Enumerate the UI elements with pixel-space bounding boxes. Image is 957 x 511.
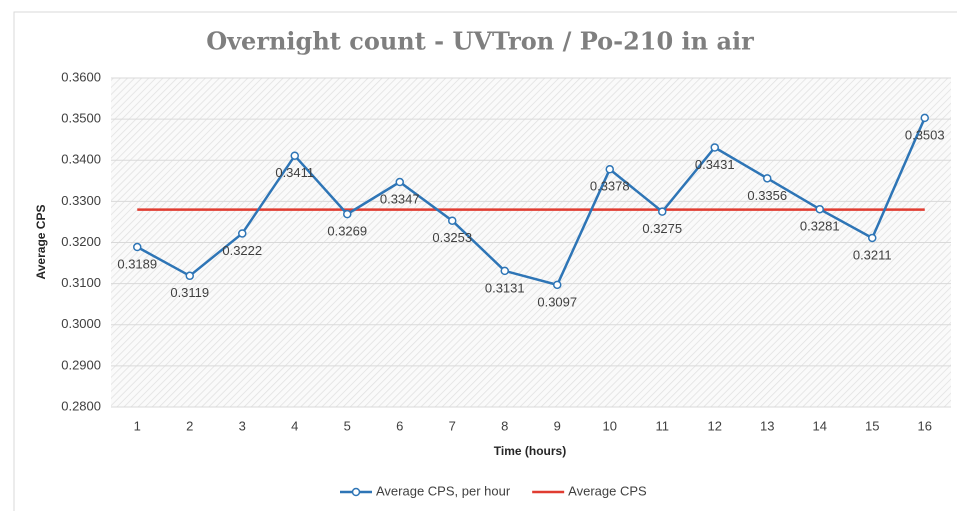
y-tick-label: 0.3000 [61,316,101,331]
data-point [868,233,877,243]
y-tick-label: 0.3400 [61,152,101,167]
data-label: 0.3131 [485,280,525,295]
y-tick-label: 0.3300 [61,193,101,208]
data-point [448,216,457,225]
x-tick-label: 16 [918,418,932,433]
chart-title: Overnight count - UVTron / Po-210 in air [206,27,754,56]
series-line [136,117,926,287]
data-point [815,204,824,214]
legend-label: Average CPS [568,483,647,498]
x-tick-label: 3 [239,418,246,433]
y-tick-label: 0.3200 [61,234,101,249]
data-label: 0.3503 [905,127,945,142]
x-tick-label: 7 [449,418,456,433]
legend-label: Average CPS, per hour [376,483,511,498]
x-tick-label: 9 [554,418,561,433]
y-tick-label: 0.3500 [61,111,101,126]
data-label: 0.3253 [432,230,472,245]
data-label: 0.3269 [327,224,367,239]
data-label: 0.3281 [800,219,840,234]
data-point [605,165,614,174]
data-point [290,151,299,160]
data-label: 0.3119 [170,285,209,300]
y-tick-label: 0.2900 [61,357,101,372]
data-point [185,271,194,281]
x-tick-label: 4 [291,418,298,433]
data-label: 0.3211 [853,247,892,262]
x-tick-label: 2 [186,418,193,433]
data-point [238,229,247,238]
x-tick-label: 8 [501,418,508,433]
data-label: 0.3378 [590,179,630,194]
data-label: 0.3356 [747,188,787,203]
y-tick-label: 0.3600 [61,69,101,84]
data-point [763,174,772,183]
x-tick-label: 6 [396,418,403,433]
y-axis-label: Average CPS [34,205,48,280]
data-label: 0.3097 [537,294,577,309]
x-tick-label: 14 [813,418,827,433]
data-point [553,280,562,290]
data-label: 0.3347 [380,191,420,206]
y-tick-label: 0.3100 [61,275,101,290]
data-point [343,209,352,219]
x-axis-label: Time (hours) [494,444,566,458]
data-label: 0.3431 [695,157,735,172]
data-point [133,242,142,252]
legend-marker [351,487,361,497]
x-tick-label: 10 [603,418,617,433]
data-label: 0.3222 [222,243,262,258]
x-tick-label: 11 [656,418,670,433]
y-tick-label: 0.2800 [61,398,101,413]
x-tick-label: 1 [134,418,141,433]
data-point [658,207,667,216]
data-label: 0.3411 [275,165,314,180]
x-tick-label: 13 [760,418,774,433]
x-tick-label: 15 [865,418,879,433]
x-tick-label: 12 [708,418,722,433]
data-label: 0.3189 [117,256,157,271]
data-point [500,266,509,276]
data-point [710,143,719,152]
data-label: 0.3275 [642,221,682,236]
data-point [395,177,404,187]
data-point [920,113,929,123]
x-tick-label: 5 [344,418,351,433]
